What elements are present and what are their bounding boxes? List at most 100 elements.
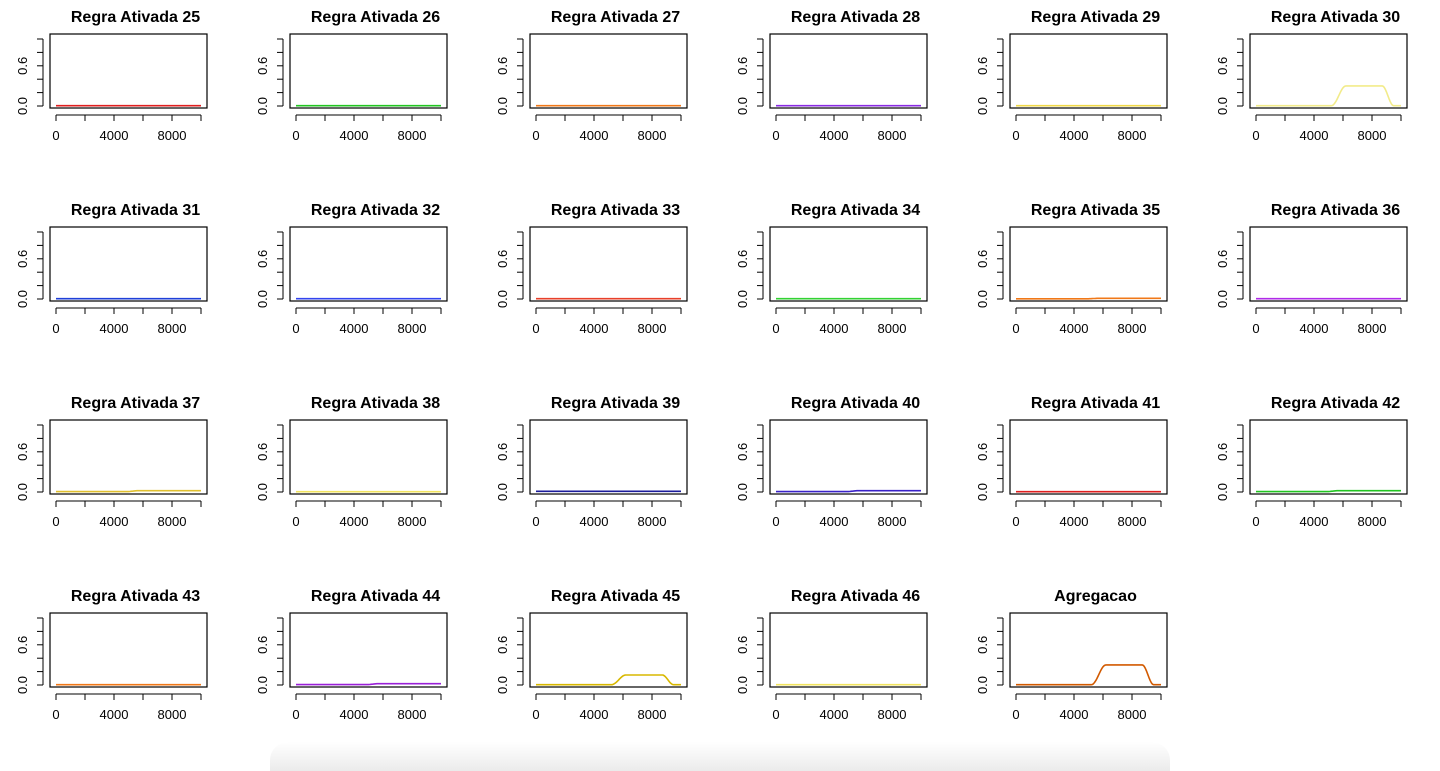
y-tick-label: 0.6: [975, 250, 990, 268]
x-tick-label: 4000: [1060, 514, 1089, 529]
y-tick-label: 0.0: [975, 483, 990, 501]
y-tick-label: 0.6: [735, 250, 750, 268]
plot-area: [289, 612, 448, 688]
y-tick-label: 0.6: [255, 57, 270, 75]
chart-panel: Regra Ativada 44 0.0 0.6 0 4000 8000: [255, 588, 448, 722]
series-line: [296, 682, 441, 686]
chart-title: Regra Ativada 32: [311, 202, 440, 219]
chart-title: Regra Ativada 43: [71, 588, 200, 605]
chart-panel: Regra Ativada 41 0.0 0.6 0 4000 8000: [975, 395, 1168, 529]
chart-panel: Regra Ativada 40 0.0 0.6 0 4000 8000: [735, 395, 928, 529]
x-tick-label: 8000: [1118, 128, 1147, 143]
plot-area: [1009, 33, 1168, 109]
x-tick-label: 4000: [820, 321, 849, 336]
x-tick-label: 0: [772, 128, 779, 143]
y-tick-label: 0.6: [1215, 443, 1230, 461]
plot-area: [529, 33, 688, 109]
chart-panel: Regra Ativada 32 0.0 0.6 0 4000 8000: [255, 202, 448, 336]
x-tick-label: 4000: [820, 707, 849, 722]
x-tick-label: 0: [1252, 514, 1259, 529]
bottom-scroll-shadow: [270, 742, 1170, 771]
y-tick-label: 0.6: [1215, 250, 1230, 268]
chart-panel: Agregacao 0.0 0.6 0 4000 8000: [975, 588, 1168, 722]
x-tick-label: 4000: [1300, 128, 1329, 143]
x-tick-label: 4000: [580, 514, 609, 529]
chart-title: Regra Ativada 36: [1271, 202, 1400, 219]
chart-title: Regra Ativada 28: [791, 9, 920, 26]
chart-title: Regra Ativada 27: [551, 9, 680, 26]
x-tick-label: 0: [772, 321, 779, 336]
chart-title: Regra Ativada 42: [1271, 395, 1400, 412]
x-tick-label: 8000: [1358, 321, 1387, 336]
series-line: [1016, 664, 1161, 686]
x-tick-label: 0: [772, 514, 779, 529]
x-tick-label: 0: [292, 321, 299, 336]
series-line: [1256, 85, 1401, 107]
y-tick-label: 0.0: [975, 290, 990, 308]
y-tick-label: 0.0: [495, 97, 510, 115]
x-tick-label: 8000: [1118, 321, 1147, 336]
x-tick-label: 4000: [1060, 321, 1089, 336]
x-tick-label: 8000: [878, 514, 907, 529]
y-tick-label: 0.0: [1215, 97, 1230, 115]
plot-area: [289, 226, 448, 302]
x-tick-label: 8000: [638, 128, 667, 143]
chart-panel: Regra Ativada 28 0.0 0.6 0 4000 8000: [735, 9, 928, 143]
plot-area: [1249, 419, 1408, 495]
x-tick-label: 4000: [100, 514, 129, 529]
x-tick-label: 8000: [158, 321, 187, 336]
chart-title: Regra Ativada 30: [1271, 9, 1400, 26]
x-tick-label: 0: [532, 128, 539, 143]
plot-area: [769, 612, 928, 688]
y-tick-label: 0.0: [255, 290, 270, 308]
x-tick-label: 4000: [340, 707, 369, 722]
y-tick-label: 0.6: [735, 57, 750, 75]
x-tick-label: 0: [52, 321, 59, 336]
y-tick-label: 0.0: [735, 676, 750, 694]
x-tick-label: 4000: [100, 321, 129, 336]
x-tick-label: 4000: [340, 514, 369, 529]
chart-title: Regra Ativada 33: [551, 202, 680, 219]
y-tick-label: 0.0: [15, 483, 30, 501]
x-tick-label: 4000: [100, 128, 129, 143]
x-tick-label: 0: [1012, 321, 1019, 336]
y-tick-label: 0.6: [735, 443, 750, 461]
y-tick-label: 0.0: [1215, 483, 1230, 501]
y-tick-label: 0.0: [495, 483, 510, 501]
chart-title: Regra Ativada 45: [551, 588, 680, 605]
plot-area: [289, 419, 448, 495]
chart-panel: Regra Ativada 30 0.0 0.6 0 4000 8000: [1215, 9, 1408, 143]
plot-area: [769, 33, 928, 109]
chart-title: Regra Ativada 39: [551, 395, 680, 412]
chart-title: Regra Ativada 38: [311, 395, 440, 412]
x-tick-label: 0: [532, 514, 539, 529]
y-tick-label: 0.0: [735, 483, 750, 501]
x-tick-label: 0: [292, 707, 299, 722]
series-line: [536, 674, 681, 686]
y-tick-label: 0.0: [975, 676, 990, 694]
chart-panel: Regra Ativada 36 0.0 0.6 0 4000 8000: [1215, 202, 1408, 336]
series-line: [1256, 489, 1401, 493]
chart-title: Regra Ativada 26: [311, 9, 440, 26]
x-tick-label: 4000: [1300, 514, 1329, 529]
chart-title: Regra Ativada 44: [311, 588, 440, 605]
x-tick-label: 8000: [158, 514, 187, 529]
x-tick-label: 0: [532, 321, 539, 336]
x-tick-label: 8000: [1118, 707, 1147, 722]
y-tick-label: 0.6: [495, 250, 510, 268]
plot-area: [49, 33, 208, 109]
chart-title: Regra Ativada 35: [1031, 202, 1160, 219]
y-tick-label: 0.6: [255, 250, 270, 268]
x-tick-label: 8000: [638, 514, 667, 529]
x-tick-label: 0: [772, 707, 779, 722]
y-tick-label: 0.6: [495, 636, 510, 654]
y-tick-label: 0.6: [15, 636, 30, 654]
x-tick-label: 8000: [1358, 128, 1387, 143]
chart-panel: Regra Ativada 39 0.0 0.6 0 4000 8000: [495, 395, 688, 529]
x-tick-label: 0: [52, 128, 59, 143]
x-tick-label: 4000: [340, 128, 369, 143]
x-tick-label: 8000: [398, 707, 427, 722]
x-tick-label: 8000: [638, 707, 667, 722]
plot-area: [289, 33, 448, 109]
chart-title: Regra Ativada 41: [1031, 395, 1160, 412]
